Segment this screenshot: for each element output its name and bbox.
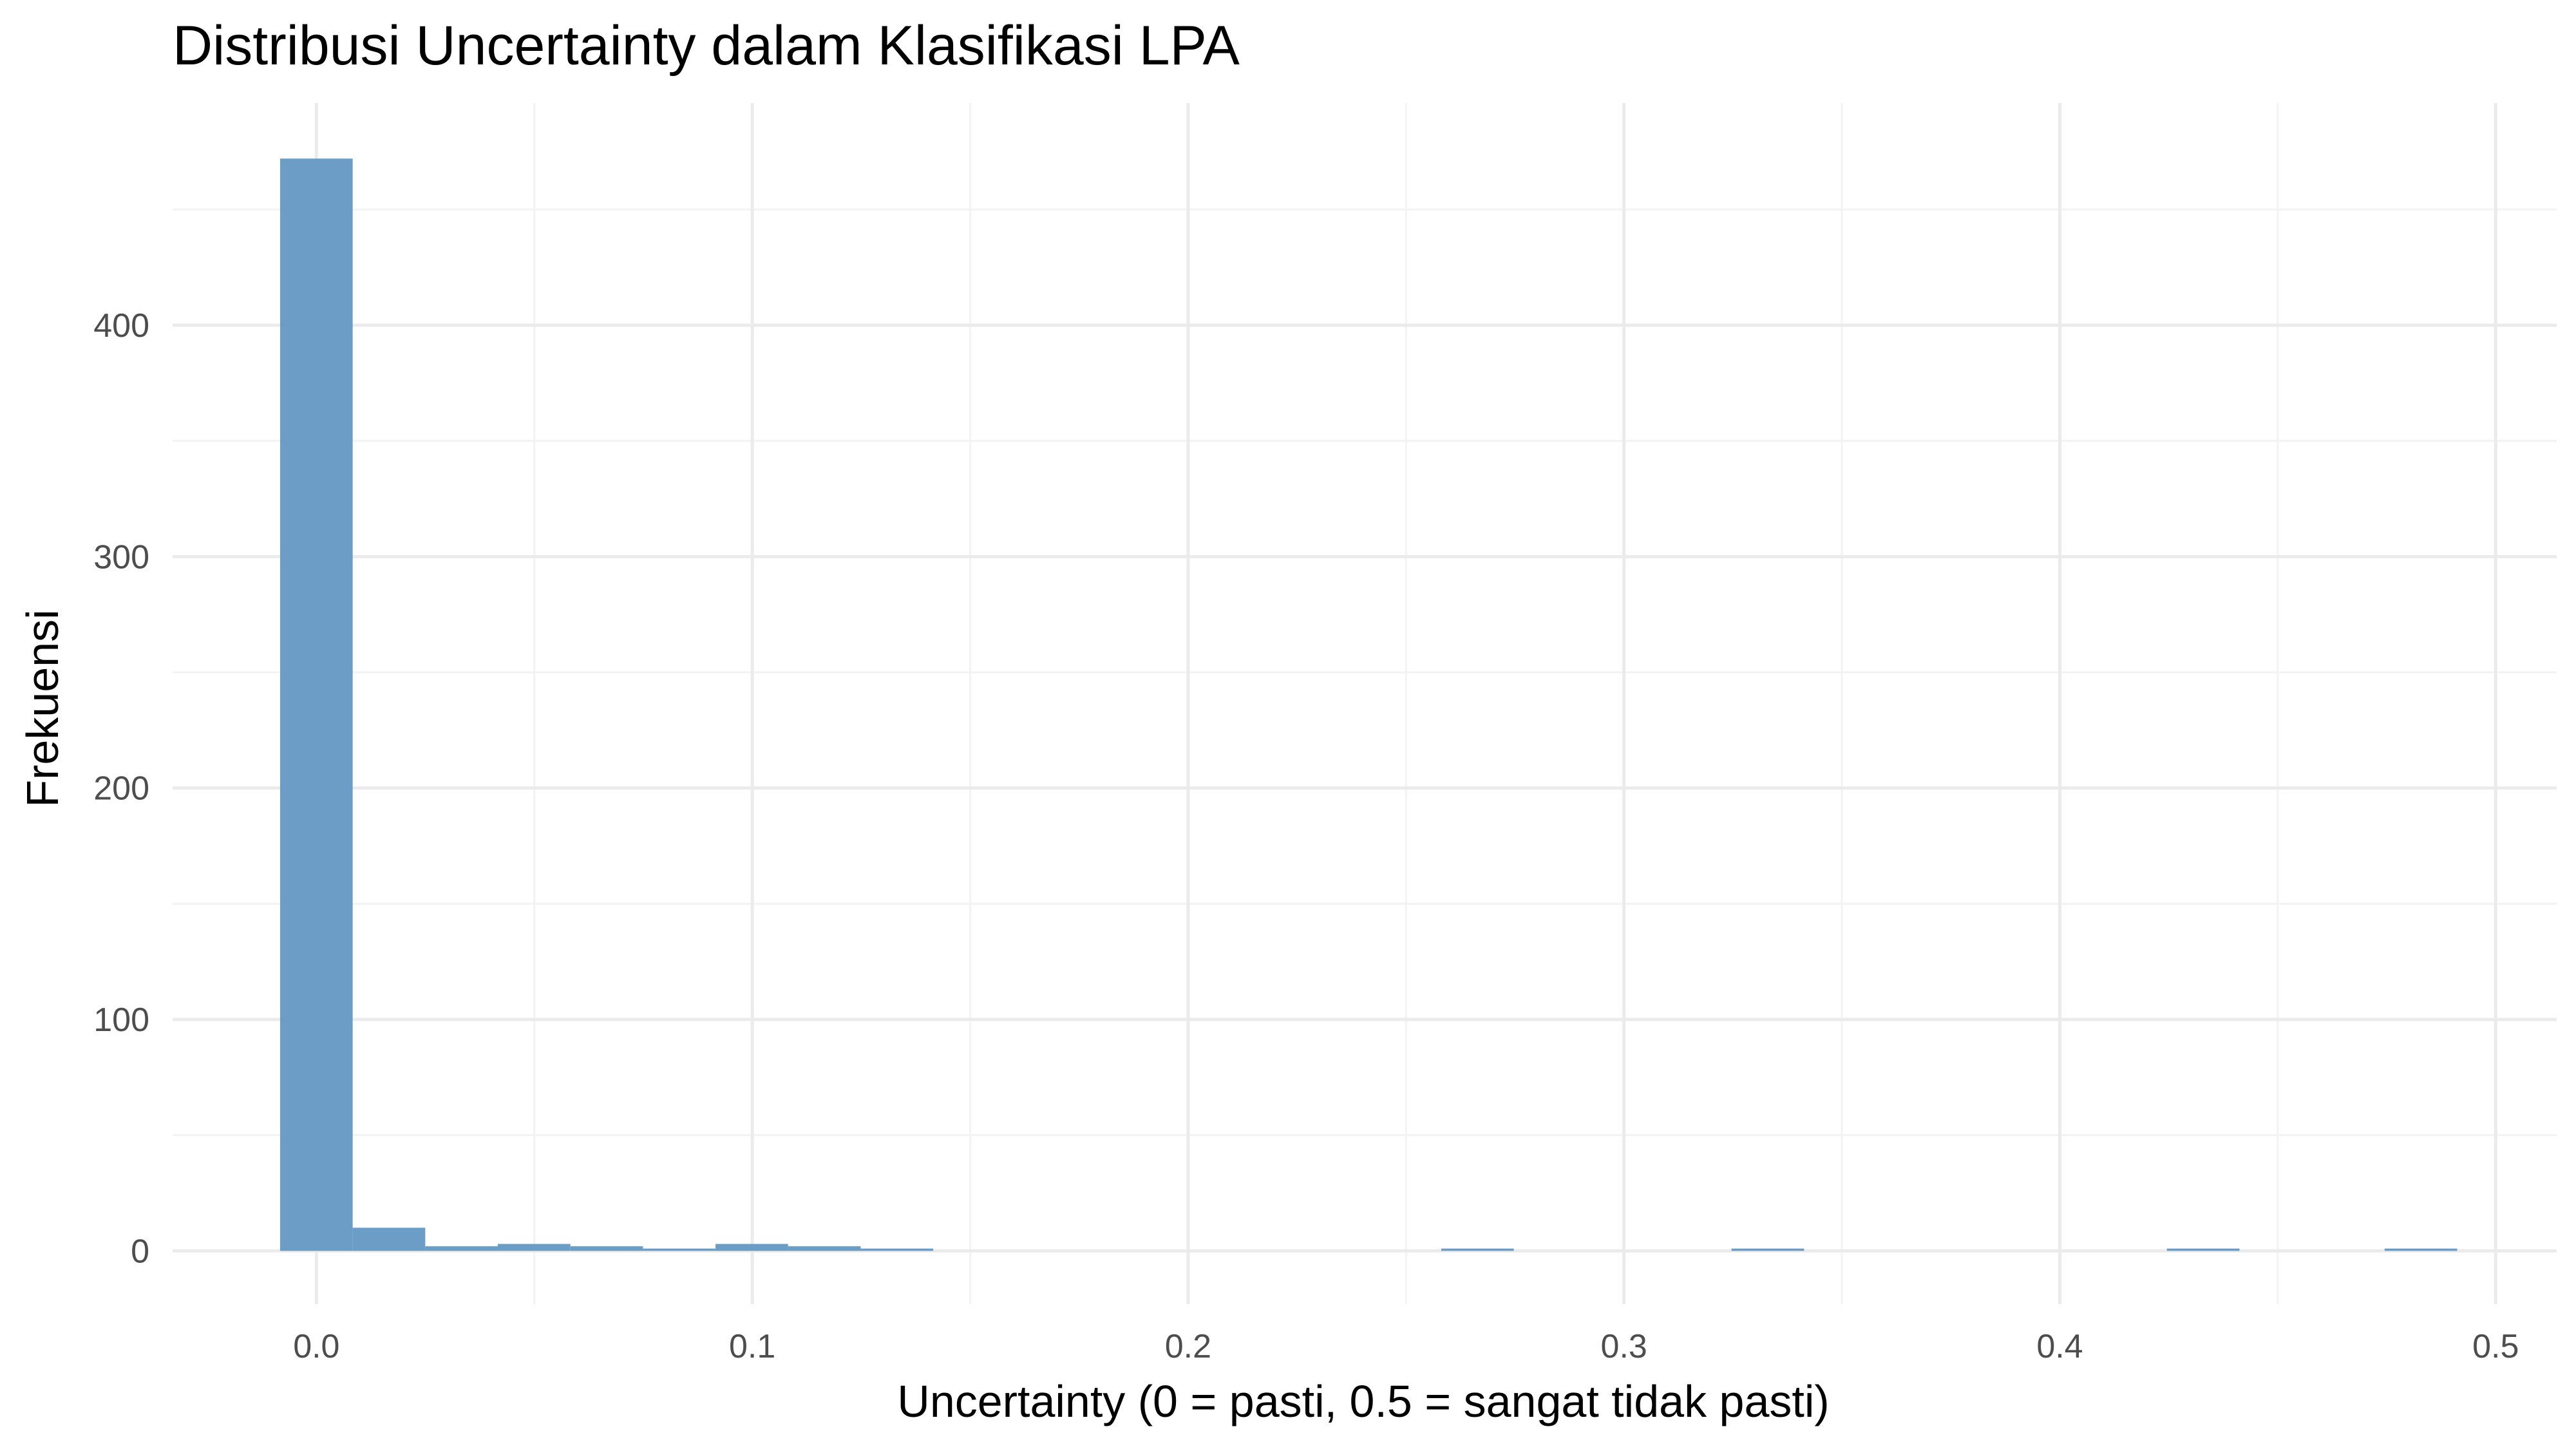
x-tick-label: 0.2 — [1165, 1328, 1211, 1365]
y-tick-label: 200 — [93, 770, 149, 808]
y-tick-label: 100 — [93, 1001, 149, 1039]
x-tick-label: 0.5 — [2472, 1328, 2519, 1365]
histogram-bar — [2384, 1248, 2458, 1251]
x-tick-label: 0.1 — [729, 1328, 775, 1365]
histogram-bars — [279, 158, 2458, 1251]
x-axis-label: Uncertainty (0 = pasti, 0.5 = sangat tid… — [897, 1376, 1829, 1426]
minor-gridlines — [173, 103, 2557, 1304]
y-tick-label: 300 — [93, 538, 149, 576]
histogram-bar — [788, 1246, 861, 1251]
y-axis-label: Frekuensi — [17, 609, 68, 807]
histogram-bar — [1441, 1248, 1514, 1251]
histogram-bar — [2166, 1248, 2240, 1251]
x-axis-tick-labels: 0.0 0.1 0.2 0.3 0.4 0.5 — [293, 1328, 2519, 1365]
histogram-bar — [570, 1246, 643, 1251]
histogram-bar — [498, 1244, 571, 1251]
histogram-bar — [715, 1244, 788, 1251]
histogram-bar — [643, 1248, 716, 1251]
major-gridlines — [173, 103, 2557, 1304]
y-axis-tick-labels: 0 100 200 300 400 — [93, 307, 149, 1270]
histogram-bar — [1731, 1248, 1804, 1251]
histogram-bar — [425, 1246, 498, 1251]
histogram-bar — [860, 1248, 934, 1251]
histogram-bar — [352, 1227, 426, 1251]
y-tick-label: 400 — [93, 307, 149, 345]
y-tick-label: 0 — [131, 1233, 149, 1270]
x-tick-label: 0.3 — [1601, 1328, 1647, 1365]
histogram-bar — [279, 158, 353, 1251]
chart-title: Distribusi Uncertainty dalam Klasifikasi… — [173, 15, 1240, 77]
x-tick-label: 0.4 — [2036, 1328, 2083, 1365]
x-tick-label: 0.0 — [293, 1328, 339, 1365]
